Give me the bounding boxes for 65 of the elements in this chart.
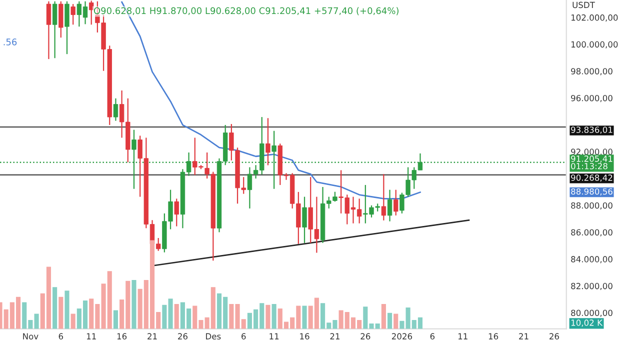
candlestick [58, 0, 64, 38]
y-tick-label: 98.000,00 [571, 68, 612, 76]
text: 10,02 K [571, 320, 603, 327]
y-tick-label: 82.000,00 [571, 282, 612, 290]
x-tick-label: 21 [519, 333, 528, 340]
bar [266, 304, 270, 329]
candlestick [302, 196, 307, 244]
bar [387, 312, 392, 329]
x-tick-label: 16 [117, 333, 127, 340]
candlestick [113, 98, 118, 122]
candlestick [89, 0, 94, 26]
bar [58, 296, 64, 329]
candlestick [156, 237, 161, 252]
x-tick-label: 11 [86, 333, 96, 340]
y-tick-label: 88.000,00 [571, 202, 612, 210]
ref-line-label: 91.205,41 01:13:28 [571, 156, 612, 170]
x-tick-label: 6 [58, 333, 64, 340]
x-tick-label: 16 [300, 333, 310, 340]
x-tick-label: 6 [430, 333, 435, 340]
y-tick-label: 80.000,00 [571, 310, 612, 317]
y-tick-label: 100.000,00 [571, 41, 618, 48]
candlestick [174, 198, 179, 227]
x-tick-label: 2026 [392, 333, 412, 340]
bar [113, 310, 118, 329]
bar [34, 314, 39, 329]
x-tick-label: 26 [360, 333, 370, 340]
bar [302, 306, 307, 329]
ref-line-label: 90.268,42 [571, 174, 612, 182]
candlestick [64, 0, 70, 55]
bar [400, 320, 404, 329]
x-tick-label: 6 [242, 333, 246, 340]
annotation: .56 [4, 38, 17, 46]
x-tick-label: Des [206, 333, 221, 340]
y-tick-label: 96.000,00 [571, 94, 612, 102]
x-tick-label: 16 [488, 333, 498, 340]
bar [52, 287, 58, 329]
bar [272, 304, 276, 329]
y-tick-label: 84.000,00 [571, 256, 612, 264]
x-tick-label: 21 [148, 333, 157, 340]
candlestick [394, 189, 398, 216]
x-tick-label: 26 [550, 333, 559, 340]
bar [64, 290, 70, 329]
y-tick-label: 86.000,00 [571, 229, 612, 236]
x-tick-label: 11 [270, 333, 279, 340]
bar [70, 314, 76, 329]
y-axis-title: USDT [572, 2, 595, 8]
candlestick [52, 0, 58, 59]
x-tick-label: 26 [178, 333, 188, 340]
candlestick [70, 3, 76, 26]
annotation: O90.628,01 H91.870,00 L90.628,00 C91.205,41 +577,40 (+0,64%) [94, 7, 398, 16]
candlestick [387, 189, 392, 222]
candlestick [381, 174, 386, 221]
candlestick [46, 0, 52, 60]
y-tick-label: 102.000,00 [571, 14, 618, 22]
bar [394, 314, 398, 329]
bar [132, 280, 136, 329]
x-tick-label: Nov [23, 333, 38, 340]
y-tick-label: 92.000,00 [571, 148, 612, 156]
x-tick-label: 11 [458, 333, 468, 340]
candlestick [266, 118, 270, 166]
x-tick-label: 21 [330, 333, 340, 340]
bar [381, 304, 386, 329]
text: 88.980,56 [571, 188, 612, 196]
bar [174, 304, 179, 329]
ref-line-label: 93.836,01 [571, 126, 612, 134]
